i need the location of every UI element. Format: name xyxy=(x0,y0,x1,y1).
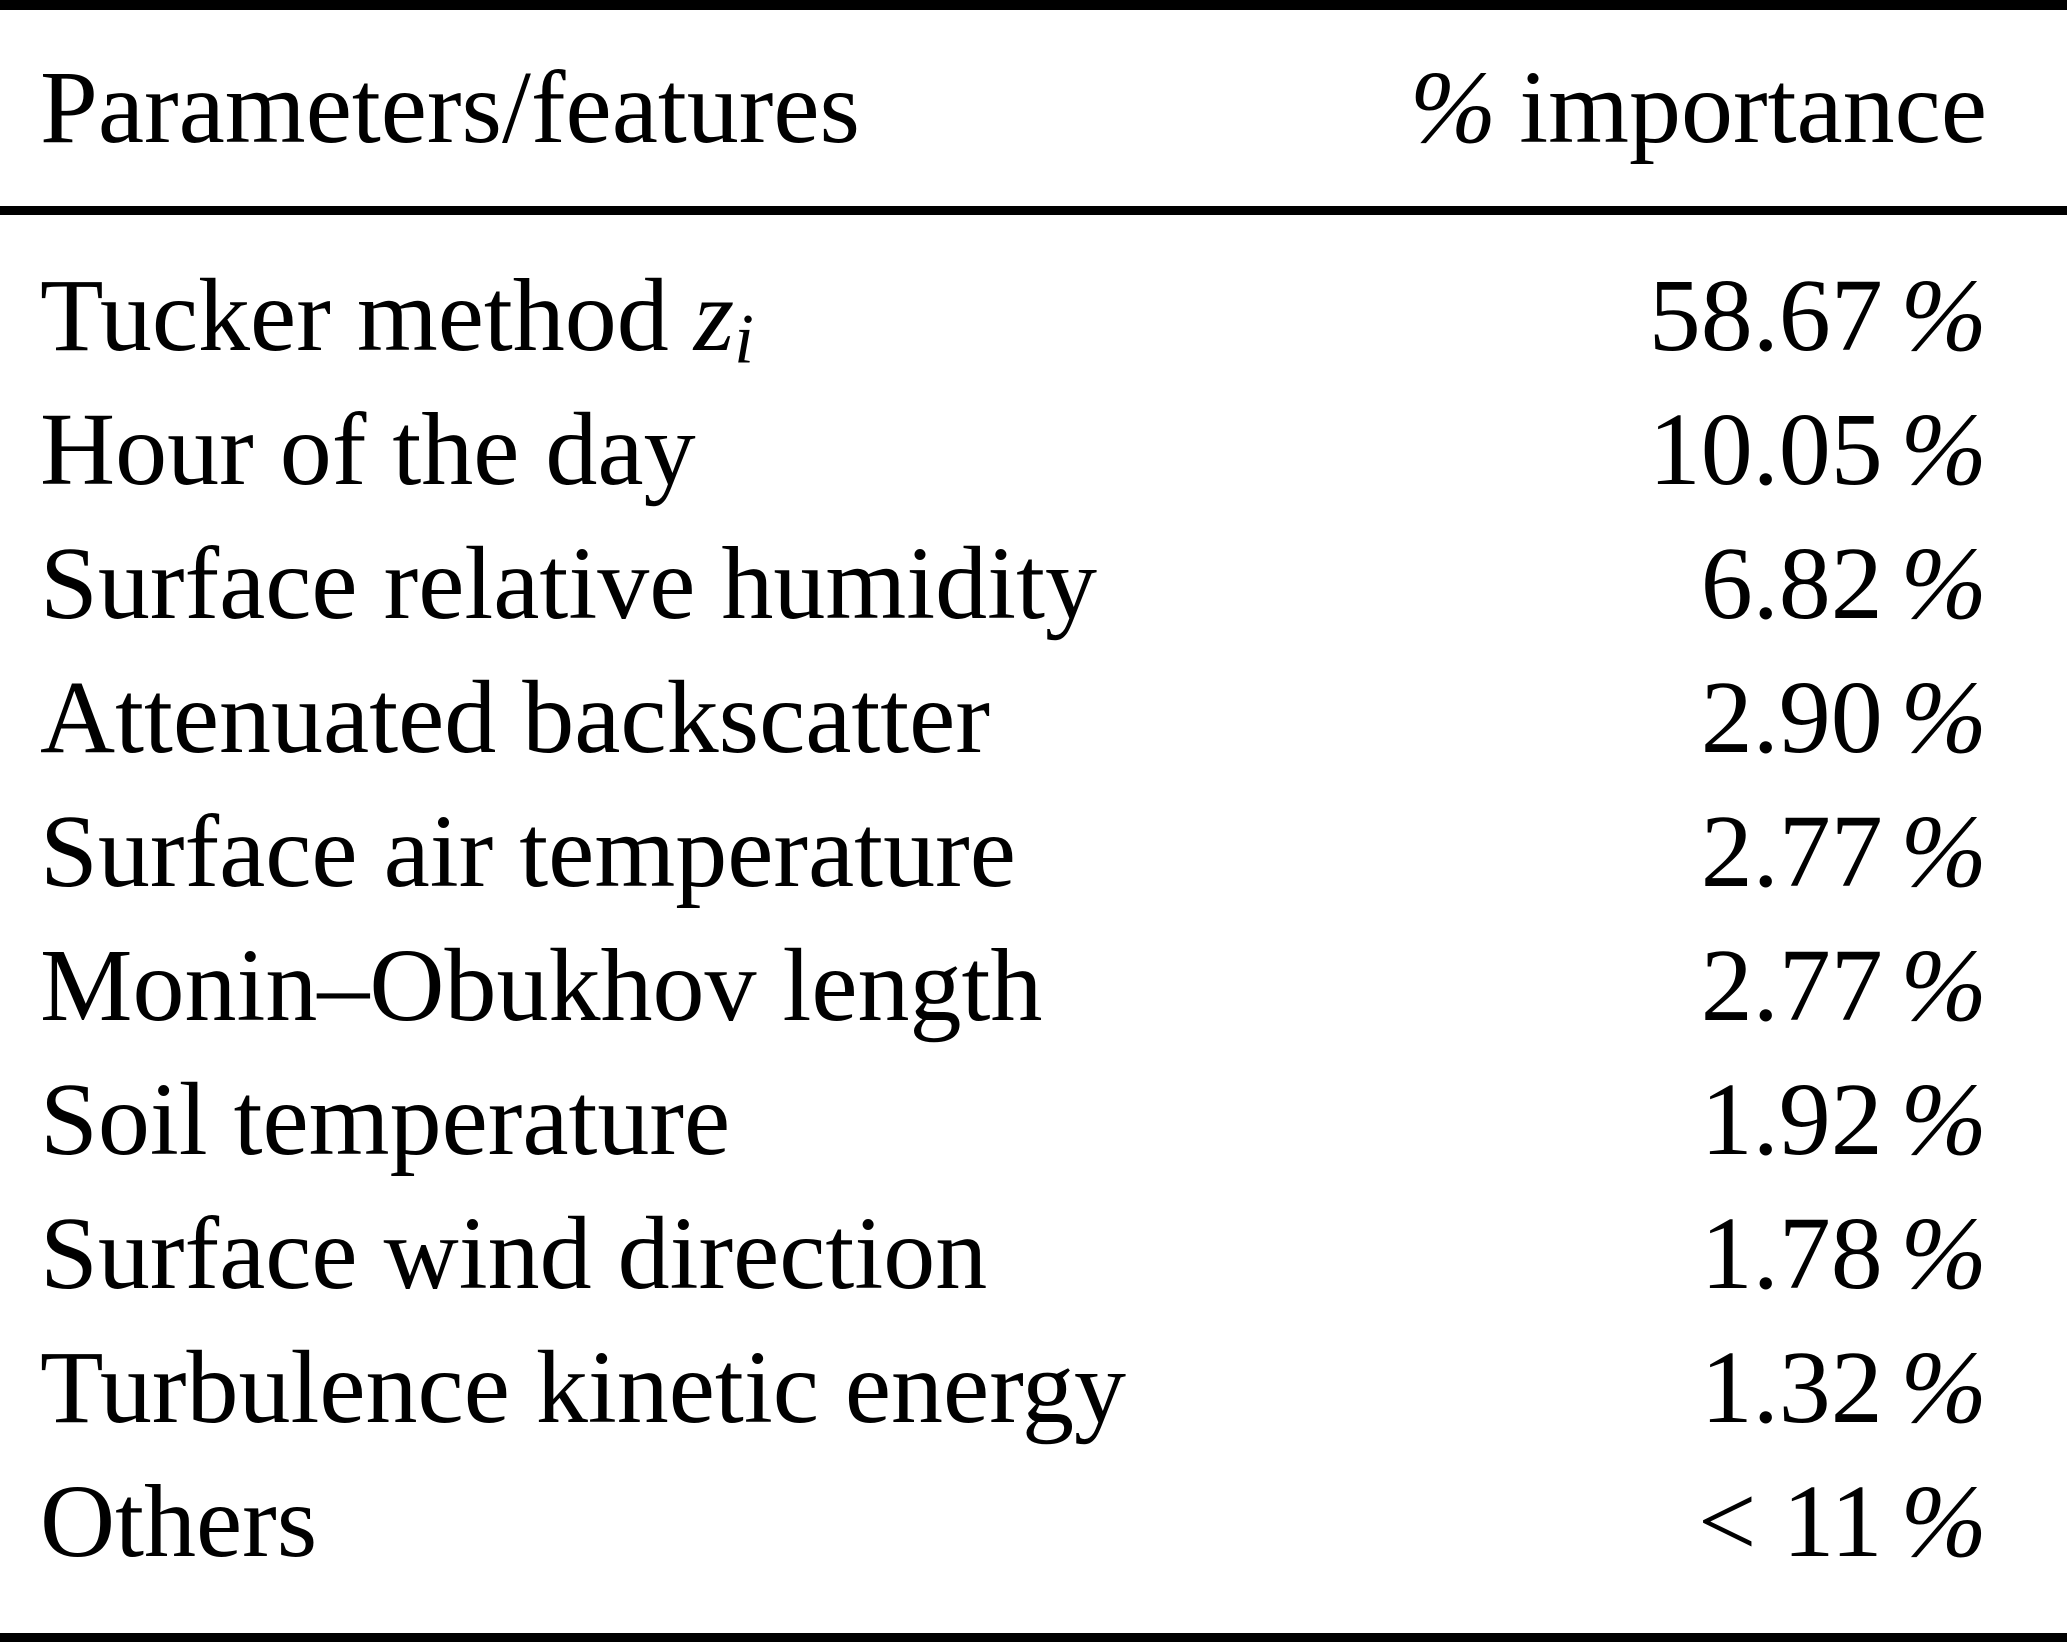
table-row: Hour of the day 10.05% xyxy=(0,383,2067,517)
value-number: 58.67 xyxy=(1648,258,1883,373)
importance-value: 10.05% xyxy=(1649,398,1987,502)
table-row: Soil temperature 1.92% xyxy=(0,1053,2067,1187)
table-header-rule xyxy=(0,206,2067,215)
table-row: Turbulence kinetic energy 1.32% xyxy=(0,1321,2067,1455)
table-bottom-rule xyxy=(0,1633,2067,1642)
feature-name: Surface relative humidity xyxy=(40,532,1097,636)
math-subscript-i: i xyxy=(734,300,754,379)
feature-text: Hour of the day xyxy=(40,392,696,507)
percent-sign: % xyxy=(1900,1464,1987,1579)
feature-text: Attenuated backscatter xyxy=(40,660,990,775)
feature-text: Surface relative humidity xyxy=(40,526,1097,641)
header-percent-sign: % xyxy=(1409,50,1497,165)
value-number: 1.32 xyxy=(1700,1330,1883,1445)
feature-name: Surface wind direction xyxy=(40,1202,987,1306)
feature-name: Surface air temperature xyxy=(40,800,1016,904)
value-number: 2.90 xyxy=(1700,660,1883,775)
feature-text: Surface air temperature xyxy=(40,794,1016,909)
importance-value: 1.92% xyxy=(1701,1068,1987,1172)
importance-value: < 11% xyxy=(1698,1470,1987,1574)
table-body: Tucker method zi 58.67% Hour of the day 1… xyxy=(0,215,2067,1633)
header-importance-label: importance xyxy=(1519,50,1987,165)
header-importance: % importance xyxy=(1410,56,1987,160)
feature-name: Attenuated backscatter xyxy=(40,666,990,770)
feature-name: Monin–Obukhov length xyxy=(40,934,1042,1038)
table-row: Surface wind direction 1.78% xyxy=(0,1187,2067,1321)
percent-sign: % xyxy=(1900,258,1987,373)
importance-value: 1.32% xyxy=(1701,1336,1987,1440)
percent-sign: % xyxy=(1900,794,1987,909)
table-top-rule xyxy=(0,0,2067,10)
feature-text: Monin–Obukhov length xyxy=(40,928,1043,1043)
percent-sign: % xyxy=(1900,526,1987,641)
feature-text: Tucker method xyxy=(40,258,669,373)
importance-value: 1.78% xyxy=(1701,1202,1987,1306)
table-header-row: Parameters/features % importance xyxy=(0,10,2067,206)
feature-name: Hour of the day xyxy=(40,398,696,502)
header-feature-label: Parameters/features xyxy=(40,50,861,165)
percent-sign: % xyxy=(1900,928,1987,1043)
math-z: z xyxy=(693,258,735,373)
table-row: Monin–Obukhov length 2.77% xyxy=(0,919,2067,1053)
feature-text: Soil temperature xyxy=(40,1062,731,1177)
percent-sign: % xyxy=(1900,660,1987,775)
table-row: Tucker method zi 58.67% xyxy=(0,249,2067,383)
feature-text: Surface wind direction xyxy=(40,1196,988,1311)
value-number: 1.78 xyxy=(1700,1196,1883,1311)
feature-name: Tucker method zi xyxy=(40,264,754,376)
percent-sign: % xyxy=(1900,1062,1987,1177)
importance-value: 2.77% xyxy=(1701,800,1987,904)
feature-name: Others xyxy=(40,1470,317,1574)
value-number: 2.77 xyxy=(1700,928,1883,1043)
value-number: 2.77 xyxy=(1700,794,1883,909)
percent-sign: % xyxy=(1900,1196,1987,1311)
importance-value: 58.67% xyxy=(1649,264,1987,368)
table-row: Attenuated backscatter 2.90% xyxy=(0,651,2067,785)
importance-value: 2.77% xyxy=(1701,934,1987,1038)
feature-text: Others xyxy=(40,1464,318,1579)
percent-sign: % xyxy=(1900,1330,1987,1445)
feature-text: Turbulence kinetic energy xyxy=(40,1330,1126,1445)
importance-value: 6.82% xyxy=(1701,532,1987,636)
table-row: Others < 11% xyxy=(0,1455,2067,1589)
header-parameters-features: Parameters/features xyxy=(40,56,860,160)
value-number: 10.05 xyxy=(1648,392,1883,507)
percent-sign: % xyxy=(1900,392,1987,507)
feature-name: Soil temperature xyxy=(40,1068,730,1172)
feature-name: Turbulence kinetic energy xyxy=(40,1336,1126,1440)
table-row: Surface relative humidity 6.82% xyxy=(0,517,2067,651)
value-number: < 11 xyxy=(1697,1464,1883,1579)
value-number: 1.92 xyxy=(1700,1062,1883,1177)
table-row: Surface air temperature 2.77% xyxy=(0,785,2067,919)
value-number: 6.82 xyxy=(1700,526,1883,641)
importance-value: 2.90% xyxy=(1701,666,1987,770)
